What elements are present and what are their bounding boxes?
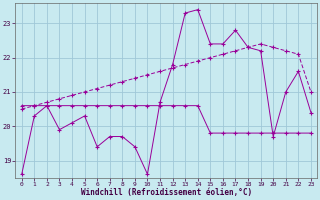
- X-axis label: Windchill (Refroidissement éolien,°C): Windchill (Refroidissement éolien,°C): [81, 188, 252, 197]
